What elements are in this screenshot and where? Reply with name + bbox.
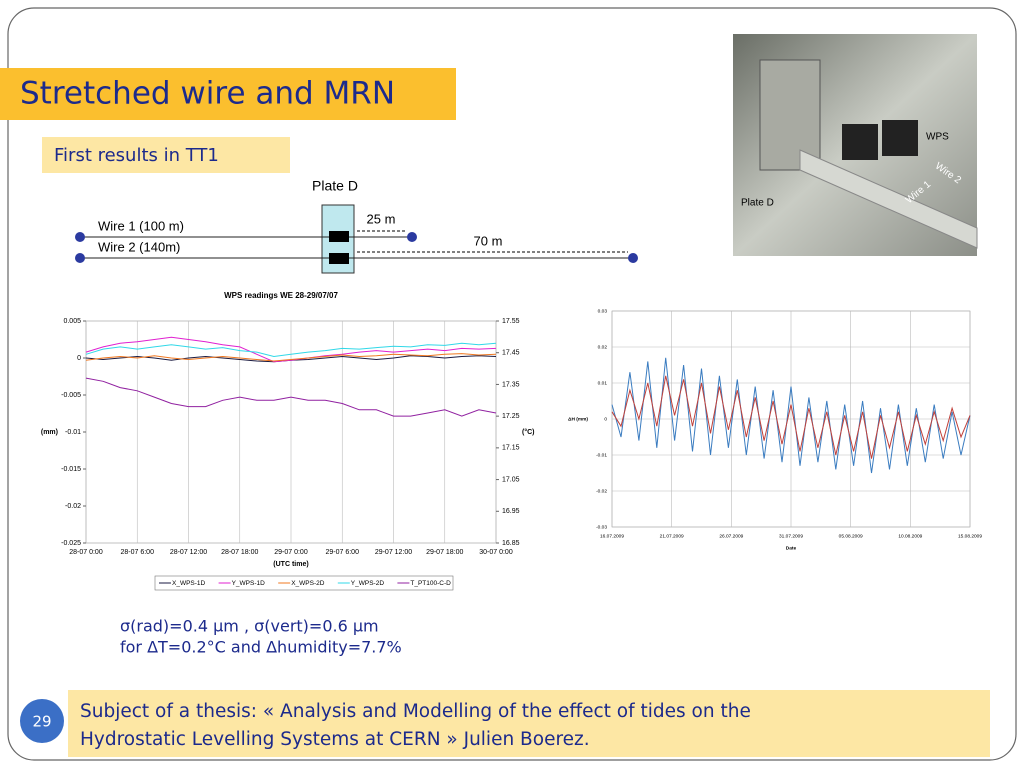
y-tick-label: 0.03 [598, 308, 608, 314]
wire-2-label: Wire 2 (140m) [98, 239, 180, 254]
series-line [611, 375, 971, 459]
y-tick-label: -0.02 [65, 503, 81, 510]
y2-tick-label: 17.25 [502, 413, 520, 420]
y2-tick-label: 16.95 [502, 508, 520, 515]
title-bar [0, 68, 456, 120]
y-tick-label: -0.01 [596, 452, 607, 458]
y2-tick-label: 17.35 [502, 381, 520, 388]
photo-sensor [842, 124, 878, 160]
chart: 16.07.2009 21.07.2009 26.07.2009 31.07.2009… [568, 308, 982, 551]
photo-label: WPS [926, 132, 949, 143]
x-axis-label: (UTC time) [273, 561, 308, 568]
chart: WPS readings WE 28-29/07/07 28-07 0:00 28-… [41, 291, 535, 591]
footer-line: Hydrostatic Levelling Systems at CERN » … [80, 729, 590, 750]
y-tick-label: 0.01 [598, 380, 608, 386]
x-tick-label: 29-07 0:00 [274, 549, 308, 556]
photo-cylinder [759, 59, 821, 171]
y2-tick-label: 17.15 [502, 445, 520, 452]
y-tick-label: -0.015 [61, 466, 81, 473]
y-tick-label: -0.01 [65, 429, 81, 436]
y2-tick-label: 17.05 [502, 476, 520, 483]
wire-diagram: Plate D Wire 1 (100 m) Wire 2 (140m) 25 … [75, 178, 638, 274]
page-number: 29 [32, 713, 51, 731]
title: Stretched wire and MRN [20, 76, 395, 112]
legend-box [154, 575, 454, 591]
x-tick-label: 29-07 12:00 [375, 549, 412, 556]
x-tick-label: 26.07.2009 [719, 533, 743, 539]
distance-label: 25 m [367, 211, 396, 226]
sensor [329, 253, 349, 264]
series-line [611, 357, 971, 474]
y-axis-label: (mm) [41, 429, 58, 436]
y-tick-label: 0.02 [598, 344, 608, 350]
legend-label: X_WPS-1D [172, 580, 206, 587]
x-tick-label: 30-07 0:00 [479, 549, 513, 556]
series-line [85, 336, 497, 363]
y-tick-label: 0 [604, 416, 607, 422]
page-badge [20, 699, 64, 743]
photo-sensor [882, 120, 918, 156]
x-tick-label: 29-07 18:00 [426, 549, 463, 556]
footer-line: Subject of a thesis: « Analysis and Mode… [80, 701, 751, 722]
wire-end [75, 232, 85, 242]
x-tick-label: 28-07 0:00 [69, 549, 103, 556]
y-axis-label: ΔH (mm) [568, 416, 588, 422]
footer-box [68, 690, 990, 757]
x-tick-label: 28-07 6:00 [121, 549, 155, 556]
y2-axis-label: (°C) [522, 428, 535, 436]
sensor [329, 231, 349, 242]
legend-label: Y_WPS-1D [232, 580, 266, 587]
wire-end [628, 253, 638, 263]
x-tick-label: 16.07.2009 [600, 533, 624, 539]
y2-tick-label: 16.85 [502, 540, 520, 547]
wire-end [75, 253, 85, 263]
subtitle-box [42, 137, 290, 173]
wire-end [407, 232, 417, 242]
note-line: for ΔT=0.2°C and Δhumidity=7.7% [120, 638, 402, 657]
subtitle: First results in TT1 [54, 145, 219, 166]
plate-label: Plate D [312, 178, 358, 194]
series-line [85, 353, 497, 362]
y-tick-label: 0 [77, 355, 81, 362]
photo: WPS Wire 2 Wire 1 Plate D [733, 34, 978, 256]
legend-label: T_PT100-C-D [410, 580, 451, 587]
y-tick-label: -0.02 [596, 488, 607, 494]
photo-label: Plate D [741, 198, 774, 209]
y-tick-label: 0.005 [63, 318, 81, 325]
note-line: σ(rad)=0.4 μm , σ(vert)=0.6 μm [120, 617, 379, 636]
series-line [85, 342, 497, 358]
x-tick-label: 31.07.2009 [779, 533, 803, 539]
x-tick-label: 05.08.2009 [839, 533, 863, 539]
distance-label: 70 m [474, 233, 503, 248]
legend-label: X_WPS-2D [291, 580, 325, 587]
x-tick-label: 28-07 12:00 [170, 549, 207, 556]
y2-tick-label: 17.55 [502, 318, 520, 325]
photo-pipe [799, 149, 978, 249]
x-tick-label: 28-07 18:00 [221, 549, 258, 556]
y-tick-label: -0.005 [61, 392, 81, 399]
x-tick-label: 10.08.2009 [898, 533, 922, 539]
legend-label: Y_WPS-2D [351, 580, 385, 587]
series-line [85, 377, 497, 417]
x-tick-label: 29-07 6:00 [326, 549, 360, 556]
x-tick-label: 15.08.2009 [958, 533, 982, 539]
x-axis-label: Date [786, 545, 797, 551]
chart-title: WPS readings WE 28-29/07/07 [224, 291, 338, 300]
y-tick-label: -0.025 [61, 540, 81, 547]
y-tick-label: -0.03 [596, 524, 607, 530]
y2-tick-label: 17.45 [502, 350, 520, 357]
x-tick-label: 21.07.2009 [660, 533, 684, 539]
wire-1-label: Wire 1 (100 m) [98, 218, 184, 233]
